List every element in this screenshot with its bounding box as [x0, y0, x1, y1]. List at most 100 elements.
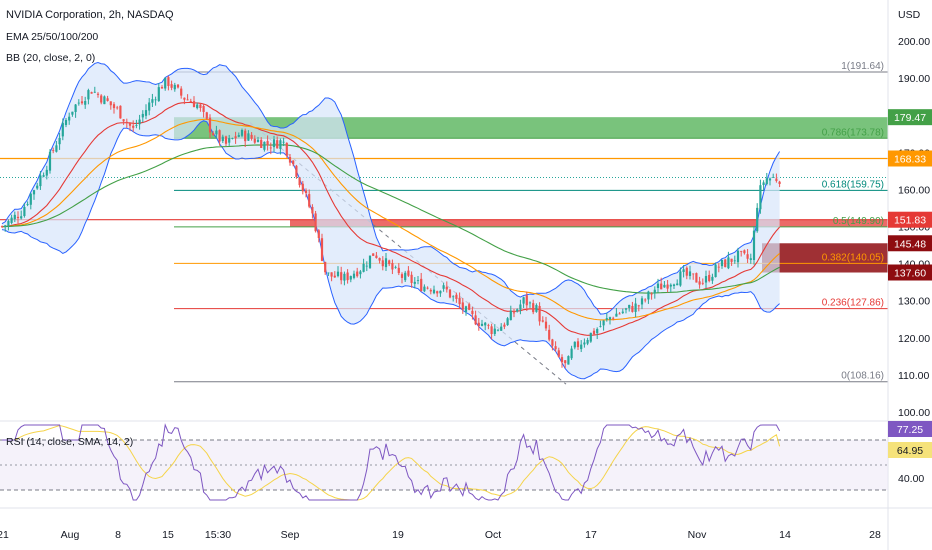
candle-body: [458, 297, 461, 305]
candle-up: [519, 299, 522, 315]
candle-body: [215, 130, 218, 135]
candle-body: [154, 99, 157, 101]
candle-body: [141, 113, 144, 118]
candle-up: [359, 269, 362, 279]
rsi-line: [2, 423, 781, 501]
candle-down: [388, 259, 391, 267]
candle-down: [356, 267, 359, 278]
candle-body: [26, 204, 29, 205]
ema-layer: [1, 101, 781, 336]
candle-body: [692, 273, 695, 275]
candle-up: [141, 110, 144, 123]
candle-down: [436, 290, 439, 297]
candle-body: [714, 264, 717, 278]
candle-body: [256, 139, 260, 142]
candle-down: [560, 354, 564, 368]
candle-up: [589, 332, 592, 343]
time-axis-label: Aug: [61, 529, 80, 541]
candle-body: [512, 312, 516, 314]
candle-body: [551, 339, 554, 346]
candle-body: [631, 305, 634, 312]
candle-up: [77, 99, 80, 106]
candle-body: [292, 160, 295, 165]
candle-up: [704, 270, 708, 289]
candle-body: [202, 106, 205, 112]
candle-body: [330, 272, 333, 277]
candle-body: [288, 156, 292, 163]
candle-body: [333, 275, 336, 278]
candle-up: [573, 341, 576, 350]
candle-body: [599, 326, 602, 327]
candle-body: [548, 329, 551, 340]
candle-up: [765, 172, 768, 186]
candle-up: [93, 86, 96, 94]
candle-up: [656, 278, 660, 293]
candle-body: [720, 259, 724, 267]
price-axis-currency: USD: [898, 9, 921, 21]
price-axis-tick: 100.00: [898, 407, 930, 419]
candle-body: [410, 274, 413, 283]
candle-down: [644, 298, 647, 303]
candle-up: [634, 297, 637, 318]
candle-down: [692, 273, 695, 280]
candle-body: [68, 116, 71, 121]
candle-down: [730, 258, 733, 266]
candle-body: [20, 216, 23, 219]
candle-up: [20, 210, 23, 220]
chart-title: NVIDIA Corporation, 2h, NASDAQ: [6, 9, 174, 21]
candle-body: [276, 140, 279, 149]
candle-body: [148, 102, 151, 111]
candle-body: [100, 95, 103, 103]
candle-down: [375, 251, 378, 259]
candle-body: [90, 92, 93, 94]
rsi-legend: RSI (14, close, SMA, 14, 2): [6, 436, 133, 448]
candle-body: [365, 265, 368, 267]
candle-body: [250, 134, 253, 139]
candle-body: [36, 185, 39, 189]
candle-up: [151, 93, 154, 108]
candle-down: [557, 347, 560, 358]
candle-body: [13, 214, 16, 220]
candle-up: [144, 104, 148, 120]
candle-body: [71, 111, 74, 115]
candle-down: [592, 328, 596, 336]
candle-body: [173, 84, 176, 90]
candle-up: [413, 277, 416, 289]
candle-body: [698, 281, 701, 285]
time-axis-label: 8: [115, 529, 121, 541]
candle-body: [128, 122, 132, 126]
candle-down: [551, 338, 554, 351]
candle-body: [192, 101, 196, 108]
candle-body: [359, 271, 362, 275]
candle-down: [461, 298, 464, 314]
candle-up: [596, 327, 599, 340]
candle-up: [196, 102, 199, 110]
ema100-line: [1, 144, 780, 294]
candle-down: [0, 225, 4, 229]
candle-up: [362, 258, 365, 273]
candle-down: [199, 103, 202, 112]
candle-down: [743, 249, 746, 255]
bollinger-upper: [1, 62, 781, 315]
candle-up: [570, 345, 573, 360]
candle-body: [58, 137, 61, 145]
candle-down: [378, 257, 381, 264]
candle-body: [538, 305, 541, 322]
candle-up: [752, 226, 756, 265]
candle-up: [580, 340, 583, 353]
candle-body: [77, 102, 80, 104]
candle-down: [397, 263, 400, 276]
candle-body: [48, 151, 52, 171]
candle-up: [509, 305, 512, 321]
bollinger-fill: [2, 62, 780, 379]
candle-body: [266, 141, 269, 146]
candle-body: [96, 93, 100, 95]
candle-up: [39, 170, 42, 190]
price-axis-tick: 200.00: [898, 36, 930, 48]
candle-up: [439, 290, 442, 297]
candle-down: [234, 131, 237, 144]
price-tag-bg: [888, 109, 932, 126]
time-axis-label: 15: [162, 529, 174, 541]
candle-up: [464, 305, 468, 316]
